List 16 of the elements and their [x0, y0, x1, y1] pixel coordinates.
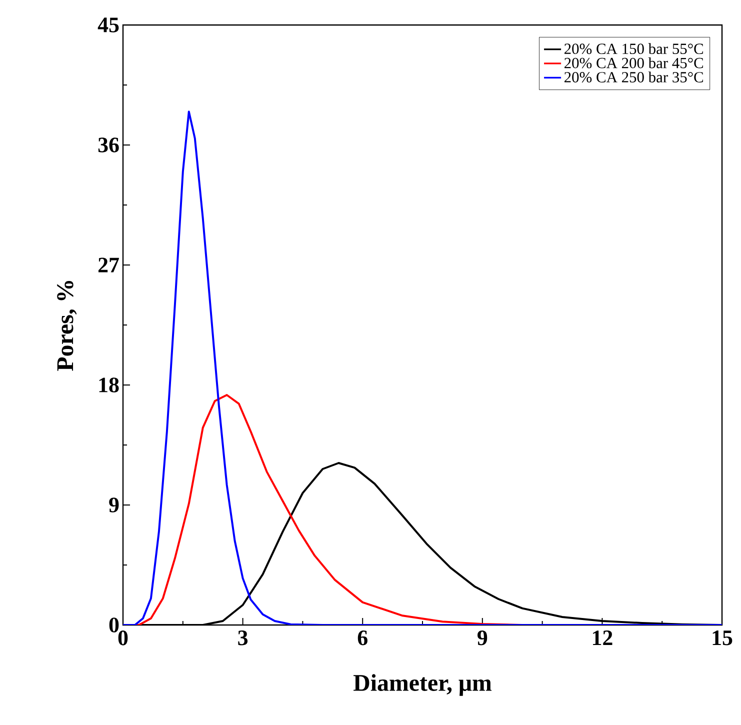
x-tick-label: 12 [592, 630, 612, 646]
y-tick-label: 27 [98, 258, 119, 272]
x-tick-label: 3 [238, 630, 248, 646]
x-tick-label: 6 [358, 630, 368, 646]
x-tick-label: 15 [712, 630, 732, 646]
y-tick-label: 0 [109, 618, 119, 632]
x-axis-title: Diameter, μm [354, 674, 492, 696]
legend-label: 20% CA 200 bar 45°C [564, 57, 703, 68]
y-tick-label: 9 [109, 498, 119, 512]
y-tick-label: 45 [98, 18, 119, 32]
y-tick-label: 36 [98, 138, 119, 152]
x-tick-label: 9 [478, 630, 488, 646]
legend-label: 20% CA 250 bar 35°C [564, 72, 703, 82]
y-tick-label: 18 [99, 378, 119, 392]
y-axis-title: Pores, % [57, 280, 77, 371]
legend-label: 20% CA 150 bar 55°C [564, 43, 703, 54]
